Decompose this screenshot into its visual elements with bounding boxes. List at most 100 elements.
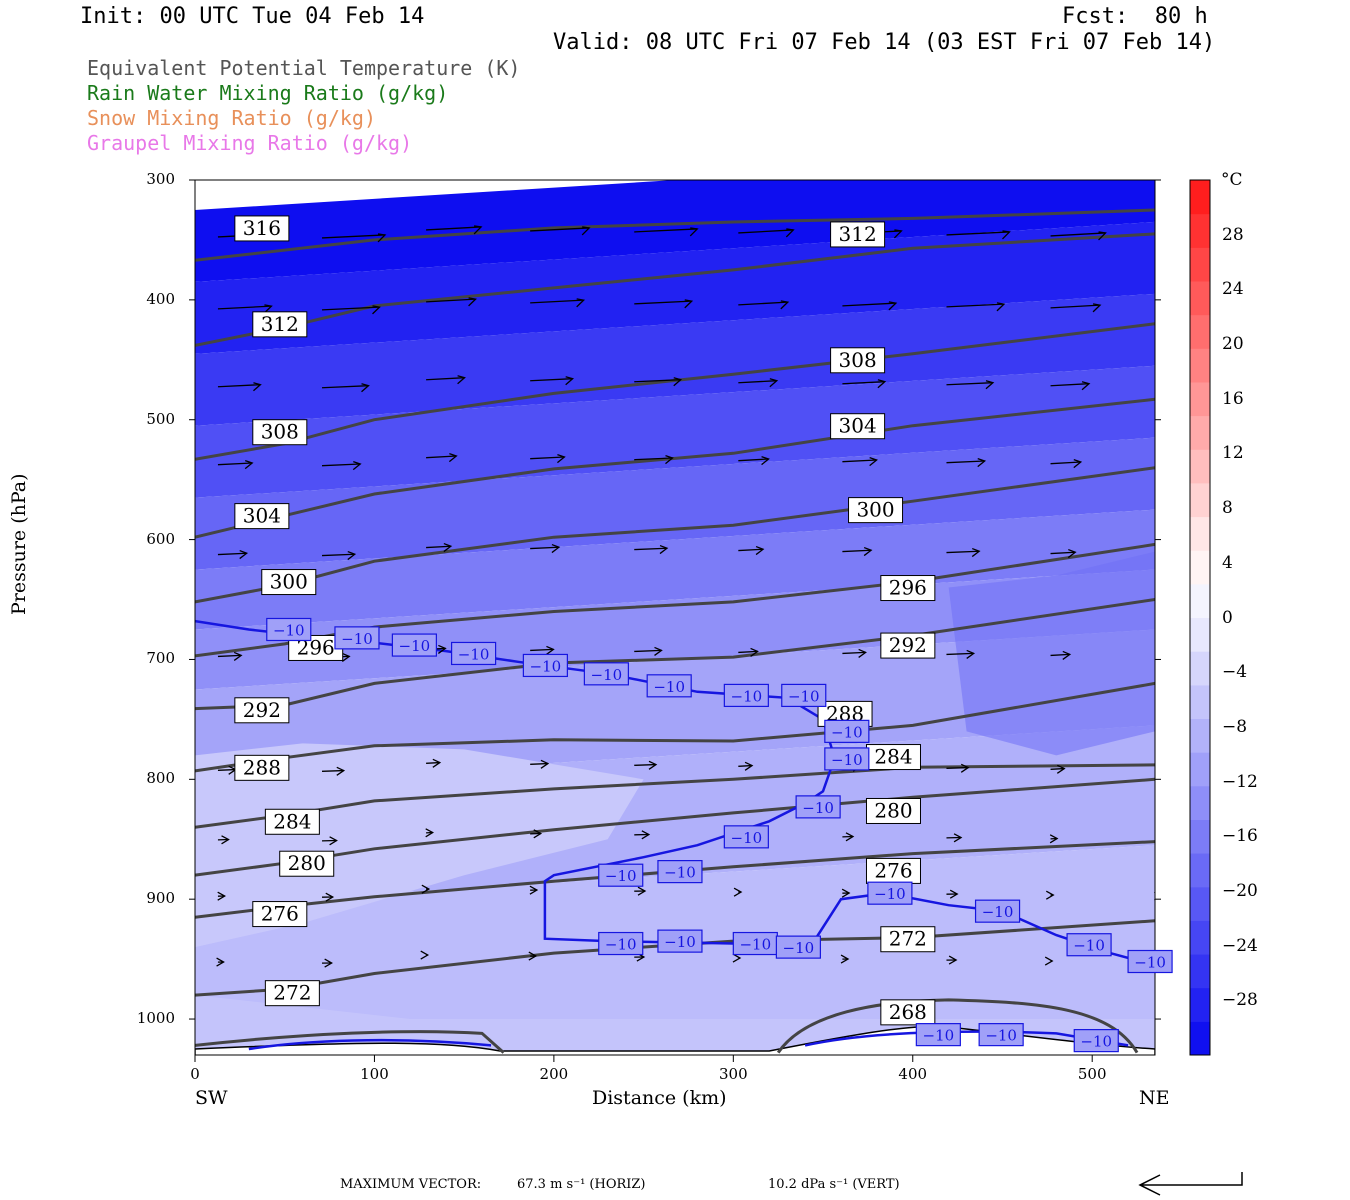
isotherm-label-box [1127, 949, 1173, 974]
wind-vector-head [637, 886, 647, 896]
colorbar-tick-label: 16 [1222, 388, 1244, 409]
isotherm-label: −10 [982, 903, 1014, 921]
wind-vector [738, 301, 788, 306]
wind-vector [530, 378, 573, 382]
wind-vector-head [546, 645, 555, 655]
wind-vector [842, 459, 877, 463]
wind-vector [738, 229, 794, 234]
colorbar-cell [1190, 415, 1210, 450]
isotherm-label: −10 [788, 687, 820, 705]
wind-vector [1050, 653, 1070, 657]
wind-vector-head [253, 382, 262, 392]
wind-vector-head [750, 647, 759, 657]
wind-vector [426, 545, 451, 549]
wind-vector-head [457, 375, 466, 385]
wind-vector-head [977, 458, 987, 468]
colorbar-tick-label: 4 [1222, 552, 1233, 573]
wind-vector-head [985, 380, 995, 390]
colorbar-tick-label: 0 [1222, 607, 1233, 628]
x-tick-label: 100 [360, 1065, 389, 1083]
colorbar-cell [1190, 684, 1210, 719]
colorbar-cell [1190, 752, 1210, 787]
isotherm-label-box [1073, 1029, 1119, 1053]
wind-vector-head [221, 835, 230, 845]
colorbar-cell [1190, 247, 1210, 282]
wind-vector [738, 458, 769, 462]
wind-vector-head [841, 888, 851, 898]
wind-vector-head [432, 758, 442, 768]
temperature-shading-band [195, 629, 1155, 786]
wind-vector-head [540, 759, 550, 769]
wind-vector-head [744, 761, 754, 771]
wind-vector-head [732, 953, 742, 963]
temperature-shading-band [195, 365, 1155, 498]
reference-vector-arrow [1138, 1172, 1243, 1196]
colorbar-cell [1190, 180, 1210, 215]
wind-vector-head [858, 648, 867, 658]
contour-label: 300 [856, 498, 894, 522]
isotherm-label-box [723, 683, 769, 708]
colorbar-cell [1190, 482, 1210, 518]
wind-vector-head [845, 832, 855, 842]
wind-vector [634, 547, 668, 551]
contour-label-box [234, 215, 290, 242]
colorbar-cell [1190, 819, 1210, 854]
wind-vector-head [468, 297, 477, 307]
wind-vector-head [684, 299, 694, 309]
contour-label: 276 [874, 858, 912, 882]
y-tick-label: 700 [146, 649, 175, 668]
wind-vector-head [325, 892, 335, 902]
temperature-shading-band [195, 437, 1155, 570]
wind-vector-head [216, 957, 225, 967]
wind-vector-head [1049, 834, 1059, 844]
wind-vector [634, 763, 657, 766]
isotherm-label: −10 [731, 829, 763, 847]
wind-vector-head [654, 646, 663, 656]
wind-vector-head [641, 830, 651, 840]
wind-vector-head [1056, 764, 1066, 774]
contour-label: 312 [261, 312, 299, 336]
contour-label-box [252, 311, 308, 338]
contour-label: 280 [874, 798, 912, 822]
wind-vector-head [528, 951, 538, 961]
wind-vector-head [953, 833, 963, 843]
wind-vector [217, 305, 272, 310]
isotherm-label-box [598, 863, 644, 887]
x-tick-label: 0 [190, 1065, 200, 1083]
isotherm-label-box [824, 747, 870, 771]
x-axis-right-direction: NE [1139, 1087, 1170, 1109]
wind-vector-head [785, 228, 795, 238]
wind-vector-head [420, 950, 430, 960]
contour-label: 276 [261, 902, 299, 926]
valid-time: Valid: 08 UTC Fri 07 Feb 14 (03 EST Fri … [553, 30, 1216, 55]
colorbar-cell [1190, 954, 1210, 989]
colorbar-tick-label: −20 [1222, 880, 1258, 901]
wind-vector-head [966, 649, 976, 659]
y-tick-label: 300 [146, 170, 175, 188]
isotherm-label: −10 [605, 867, 637, 885]
isotherm-label: −10 [874, 885, 906, 903]
colorbar-tick-label: 8 [1222, 498, 1233, 519]
wind-vector-head [949, 889, 959, 899]
wind-vector-head [1044, 956, 1054, 966]
wind-vector-head [533, 829, 543, 839]
contour-label-box [880, 999, 936, 1026]
temperature-shading-band [195, 180, 1155, 282]
wind-vector [738, 650, 758, 654]
isotherm-label: −10 [530, 657, 562, 675]
isotherm-label-box [646, 674, 692, 698]
wind-vector [426, 455, 457, 459]
wind-vector [426, 377, 465, 381]
colorbar-tick-label: −28 [1222, 990, 1258, 1011]
wind-vector [530, 227, 590, 232]
wind-vector [321, 769, 344, 772]
contour-label-box [880, 926, 936, 953]
wind-vector [1154, 553, 1155, 556]
contour-label-box [848, 497, 904, 524]
isotherm-label-box [598, 931, 644, 956]
wind-vector-head [863, 546, 873, 557]
wind-vector [217, 462, 253, 466]
wind-vector [426, 761, 440, 764]
isotherm-label: −10 [831, 751, 863, 769]
isotherm-label-box [723, 825, 769, 849]
